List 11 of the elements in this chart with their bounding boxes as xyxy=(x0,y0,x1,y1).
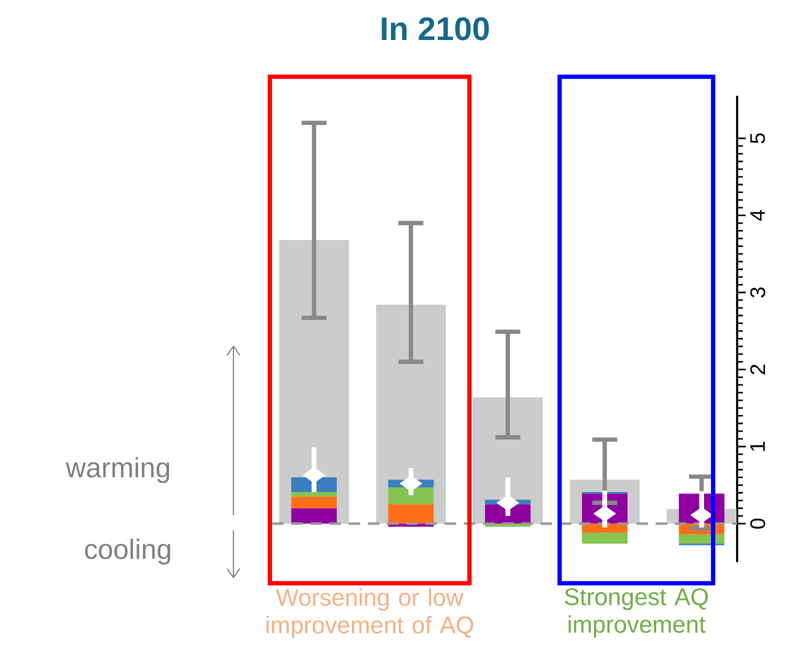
y-tick-label: 2 xyxy=(750,364,766,374)
y-tick-label: 1 xyxy=(750,442,765,451)
chart-title: In 2100 xyxy=(382,17,489,40)
text: warming xyxy=(66,457,170,483)
y-tick-label: 0 xyxy=(750,518,766,529)
y-tick-label: 5 xyxy=(750,133,765,144)
text: Strongest AQ improvement xyxy=(564,588,708,638)
text: cooling xyxy=(85,538,170,565)
y-tick-label: 3 xyxy=(750,287,766,298)
y-tick-label: 4 xyxy=(750,210,765,221)
text: Worsening or low improvement of AQ xyxy=(266,588,474,638)
